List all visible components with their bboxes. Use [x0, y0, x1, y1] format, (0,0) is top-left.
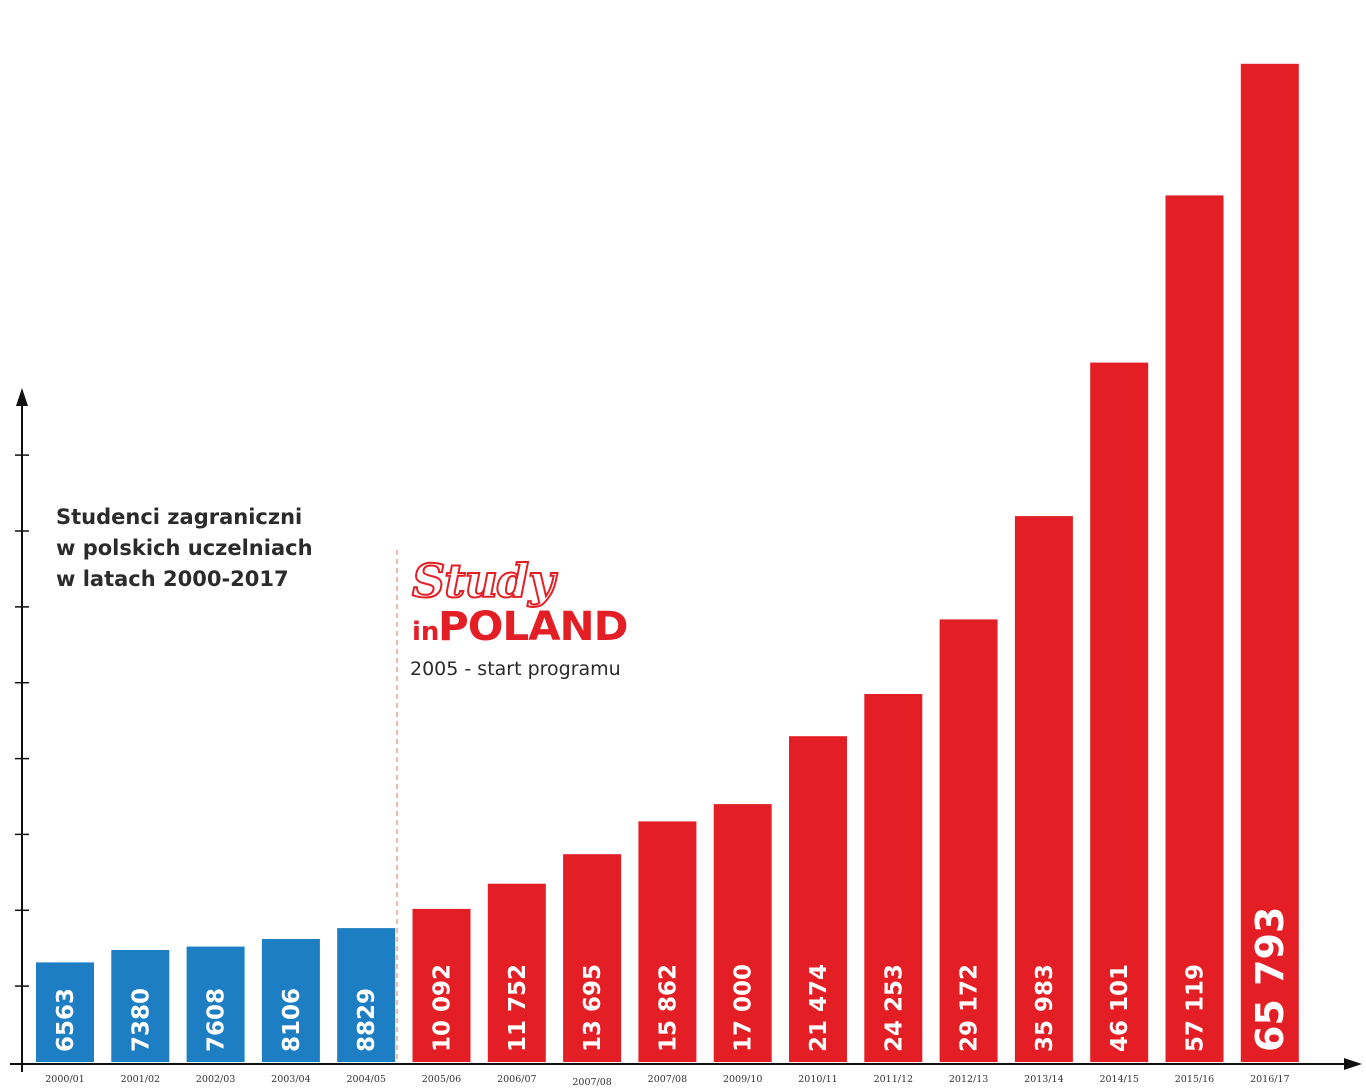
x-tick-label: 2011/12: [874, 1074, 913, 1085]
bar-2015-16-15: [1165, 195, 1224, 1062]
x-tick-label: 2005/06: [422, 1074, 461, 1085]
x-tick-label: 2007/08: [648, 1074, 687, 1085]
bar-value-label: 11 752: [505, 964, 531, 1052]
x-tick-label: 2014/15: [1099, 1074, 1138, 1085]
x-tick-label: 2002/03: [196, 1074, 235, 1085]
bar-2006-07-6: [487, 883, 546, 1062]
bar-value-label: 7608: [204, 988, 230, 1052]
bar-value-label: 6563: [53, 988, 79, 1052]
bar-2016-17-16: [1240, 63, 1299, 1063]
x-axis-arrow: [1344, 1058, 1362, 1070]
bar-2007-08-7: [563, 854, 622, 1062]
bar-value-label: 8829: [354, 988, 380, 1052]
bar-value-label: 35 983: [1032, 964, 1058, 1052]
x-tick-label: 2004/05: [346, 1074, 385, 1085]
x-tick-label: 2001/02: [121, 1074, 160, 1085]
x-tick-label: 2006/07: [497, 1074, 536, 1085]
x-tick-label: 2000/01: [45, 1074, 84, 1085]
bar-value-label: 57 119: [1183, 964, 1209, 1052]
chart-title-line-2: w polskich uczelniach: [56, 536, 313, 560]
bar-value-label: 21 474: [806, 964, 832, 1052]
bar-2002-03-2: [186, 946, 245, 1062]
bar-2003-04-3: [261, 939, 320, 1062]
x-tick-label: 2003/04: [271, 1074, 310, 1085]
chart-title-line-3: w latach 2000-2017: [56, 567, 289, 591]
bar-value-label: 8106: [279, 988, 305, 1052]
bar-value-label: 15 862: [655, 964, 681, 1052]
bar-value-label: 17 000: [731, 964, 757, 1052]
bar-2004-05-4: [337, 928, 396, 1062]
x-tick-label: 2010/11: [798, 1074, 837, 1085]
x-tick-label: 2016/17: [1250, 1074, 1289, 1085]
bar-2012-13-12: [939, 619, 998, 1062]
bar-2013-14-13: [1014, 516, 1073, 1062]
bar-2000-01-0: [36, 962, 94, 1062]
program-start-note: 2005 - start programu: [410, 658, 621, 680]
bar-value-label: 24 253: [881, 964, 907, 1052]
bar-value-label: 29 172: [957, 964, 983, 1052]
y-axis-arrow: [16, 388, 28, 406]
x-tick-label: 2015/16: [1175, 1074, 1214, 1085]
bar-value-label: 65 793: [1248, 907, 1292, 1052]
chart-title: Studenci zagraniczni w polskich uczelnia…: [56, 502, 356, 595]
bar-2005-06-5: [412, 908, 471, 1062]
bar-value-label: 46 101: [1107, 964, 1133, 1052]
bar-2007-08-8: [638, 821, 697, 1062]
chart-title-line-1: Studenci zagraniczni: [56, 505, 303, 529]
bar-2009-10-9: [713, 804, 772, 1062]
x-tick-label: 2012/13: [949, 1074, 988, 1085]
x-tick-label: 2009/10: [723, 1074, 762, 1085]
x-tick-label: 2013/14: [1024, 1074, 1063, 1085]
bar-2001-02-1: [111, 950, 170, 1062]
bar-value-label: 7380: [128, 988, 154, 1052]
logo-study-text: Study: [411, 554, 556, 608]
x-tick-label: 2007/08: [572, 1077, 611, 1088]
bar-2014-15-14: [1090, 362, 1149, 1063]
bar-2010-11-10: [789, 736, 847, 1062]
bar-value-label: 10 092: [430, 964, 456, 1052]
bar-value-label: 13 695: [580, 964, 606, 1052]
study-in-poland-logo: Study in POLAND: [411, 554, 702, 656]
logo-in-text: in: [412, 617, 440, 647]
logo-poland-text: POLAND: [438, 604, 629, 650]
bar-2011-12-11: [864, 694, 923, 1062]
